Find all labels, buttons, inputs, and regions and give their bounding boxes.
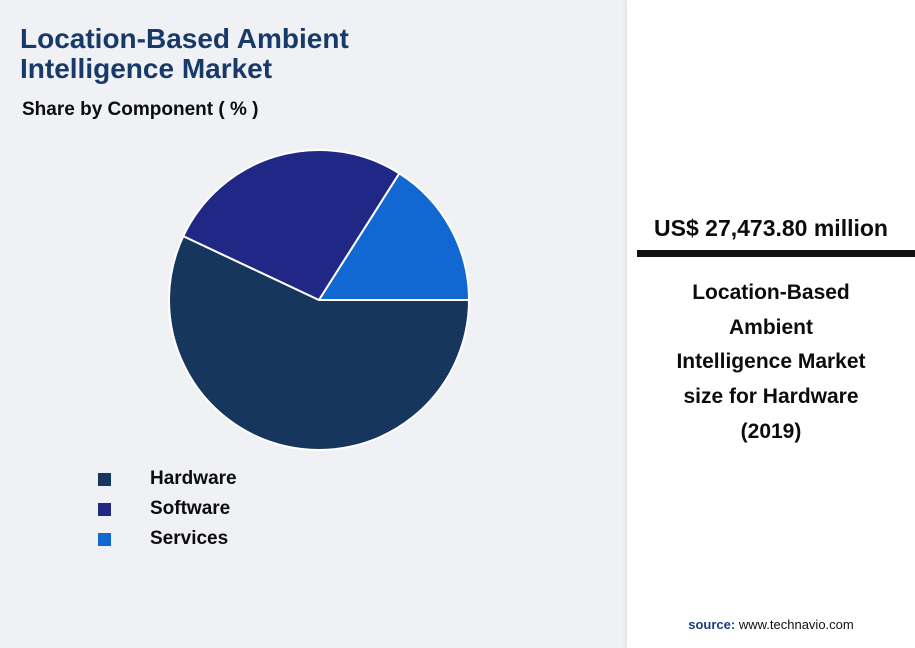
legend-swatch xyxy=(98,472,111,486)
source-line: source: www.technavio.com xyxy=(627,617,915,632)
legend-label: Hardware xyxy=(150,468,237,489)
page-title: Location-Based Ambient Intelligence Mark… xyxy=(20,23,349,85)
pie-slice-software xyxy=(182,149,401,301)
info-panel: US$ 27,473.80 million Location-Based Amb… xyxy=(627,0,915,648)
divider-rule xyxy=(637,250,915,257)
legend-label: Services xyxy=(150,528,229,549)
source-url: www.technavio.com xyxy=(738,617,854,632)
pie-chart xyxy=(168,149,470,451)
legend-item-hardware: Hardware xyxy=(98,464,237,494)
pie-slice-hardware xyxy=(168,235,470,451)
pie-slice-services xyxy=(318,172,470,301)
legend-item-software: Software xyxy=(98,494,237,524)
chart-legend: Hardware Software Services xyxy=(98,464,237,554)
legend-swatch xyxy=(98,502,111,516)
pie-chart-container xyxy=(168,149,470,451)
legend-label: Software xyxy=(150,498,231,519)
market-value: US$ 27,473.80 million xyxy=(654,215,888,241)
market-description: Location-Based Ambient Intelligence Mark… xyxy=(676,281,866,443)
legend-swatch xyxy=(98,532,111,546)
source-label: source: xyxy=(688,617,736,632)
chart-subtitle: Share by Component ( % ) xyxy=(22,99,259,120)
legend-item-services: Services xyxy=(98,524,237,554)
